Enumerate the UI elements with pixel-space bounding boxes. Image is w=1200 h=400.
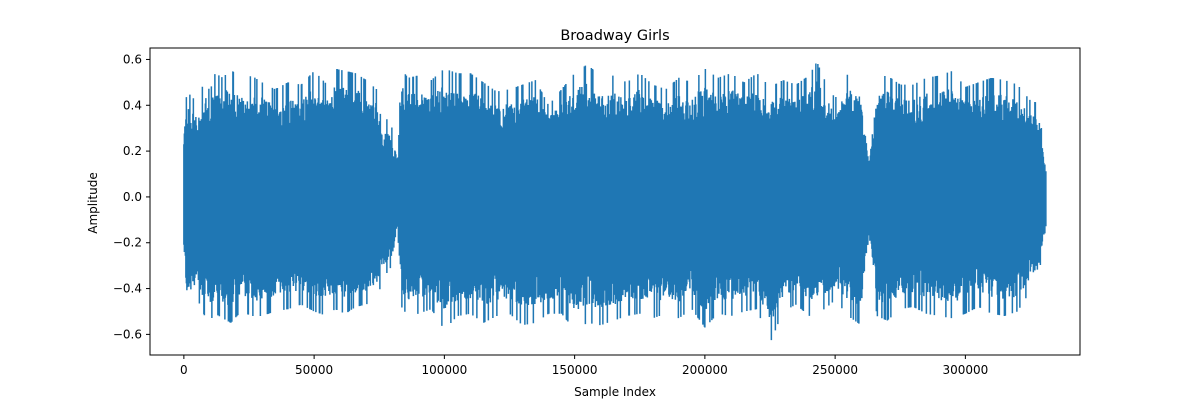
y-tick-label: 0.6 [123,52,142,66]
x-tick-label: 0 [180,363,188,377]
y-tick-label: −0.2 [113,236,142,250]
plot-area [183,63,1047,341]
x-tick-label: 150000 [552,363,598,377]
x-tick-label: 50000 [295,363,333,377]
waveform-series [183,63,1047,341]
x-tick-label: 300000 [942,363,988,377]
y-tick-label: 0.0 [123,190,142,204]
plot-frame [149,47,1081,356]
y-axis-label: Amplitude [86,172,100,234]
x-axis-label: Sample Index [574,385,656,399]
axes: 0 50000 100000 150000 200000 250000 300000 −0.6… [113,47,1081,377]
y-tick-label: 0.2 [123,144,142,158]
chart-title: Broadway Girls [560,28,669,44]
y-tick-label: −0.4 [113,282,142,296]
y-tick-label: −0.6 [113,327,142,341]
x-tick-label: 200000 [682,363,728,377]
x-tick-label: 100000 [421,363,467,377]
waveform-line [183,63,1047,341]
x-tick-label: 250000 [812,363,858,377]
y-tick-label: 0.4 [123,98,142,112]
